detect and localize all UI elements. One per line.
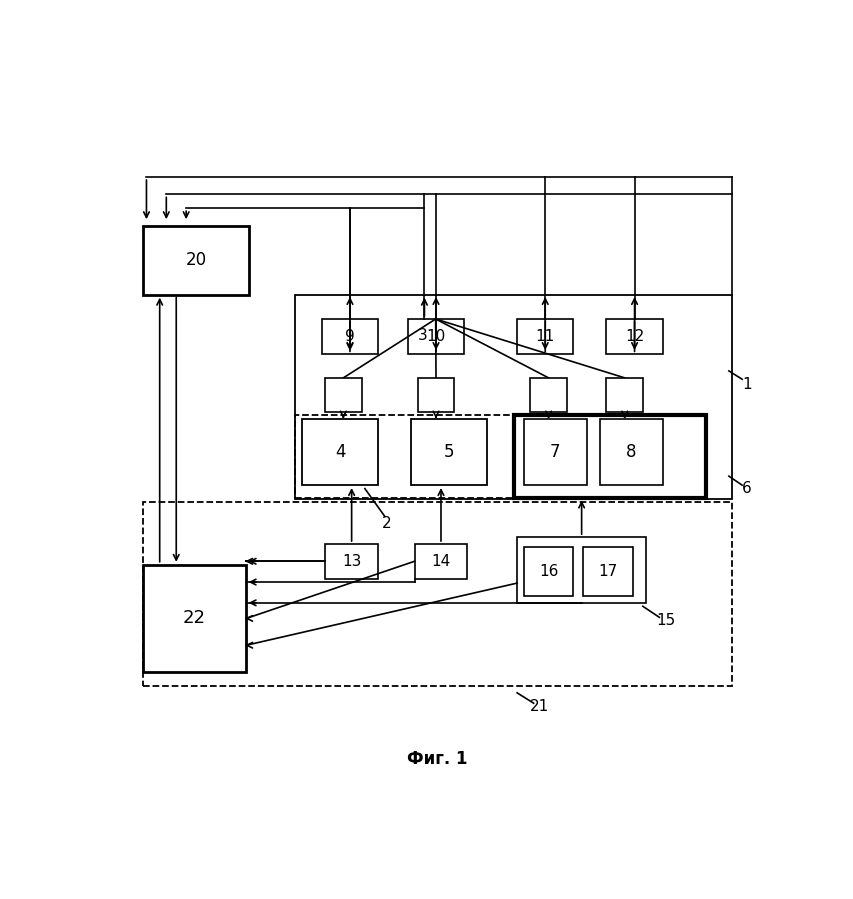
Bar xyxy=(523,547,572,596)
Bar xyxy=(514,414,705,498)
Text: 10: 10 xyxy=(426,329,445,343)
Text: 4: 4 xyxy=(334,443,345,461)
Bar xyxy=(411,419,487,485)
Text: 20: 20 xyxy=(185,251,206,269)
Text: Фиг. 1: Фиг. 1 xyxy=(407,750,467,768)
Text: 13: 13 xyxy=(341,554,361,569)
Text: 7: 7 xyxy=(549,443,560,461)
Bar xyxy=(606,378,642,413)
Text: 21: 21 xyxy=(530,699,549,714)
Bar xyxy=(143,503,731,686)
Text: 6: 6 xyxy=(741,481,751,496)
Bar xyxy=(516,537,646,603)
Bar xyxy=(530,378,566,413)
Text: 22: 22 xyxy=(183,610,206,628)
Bar xyxy=(302,419,378,485)
Text: 11: 11 xyxy=(535,329,554,343)
Text: 9: 9 xyxy=(345,329,355,343)
Text: 16: 16 xyxy=(538,565,558,579)
Bar xyxy=(414,544,467,579)
Bar xyxy=(583,547,632,596)
Bar xyxy=(516,319,572,353)
Text: 3: 3 xyxy=(417,328,427,343)
Text: 8: 8 xyxy=(625,443,635,461)
Bar xyxy=(143,226,249,295)
Bar xyxy=(408,319,464,353)
Text: 2: 2 xyxy=(381,516,391,530)
Bar xyxy=(295,414,514,498)
Text: 15: 15 xyxy=(655,612,675,628)
Bar xyxy=(599,419,662,485)
Bar xyxy=(606,319,662,353)
Bar xyxy=(417,378,454,413)
Bar xyxy=(295,295,731,499)
Text: 17: 17 xyxy=(598,565,617,579)
Text: 5: 5 xyxy=(444,443,454,461)
Text: 14: 14 xyxy=(431,554,450,569)
Bar xyxy=(523,419,586,485)
Text: 12: 12 xyxy=(624,329,643,343)
Bar xyxy=(322,319,378,353)
Bar xyxy=(143,565,246,672)
Text: 1: 1 xyxy=(741,378,751,392)
Bar xyxy=(325,544,378,579)
Bar xyxy=(325,378,361,413)
